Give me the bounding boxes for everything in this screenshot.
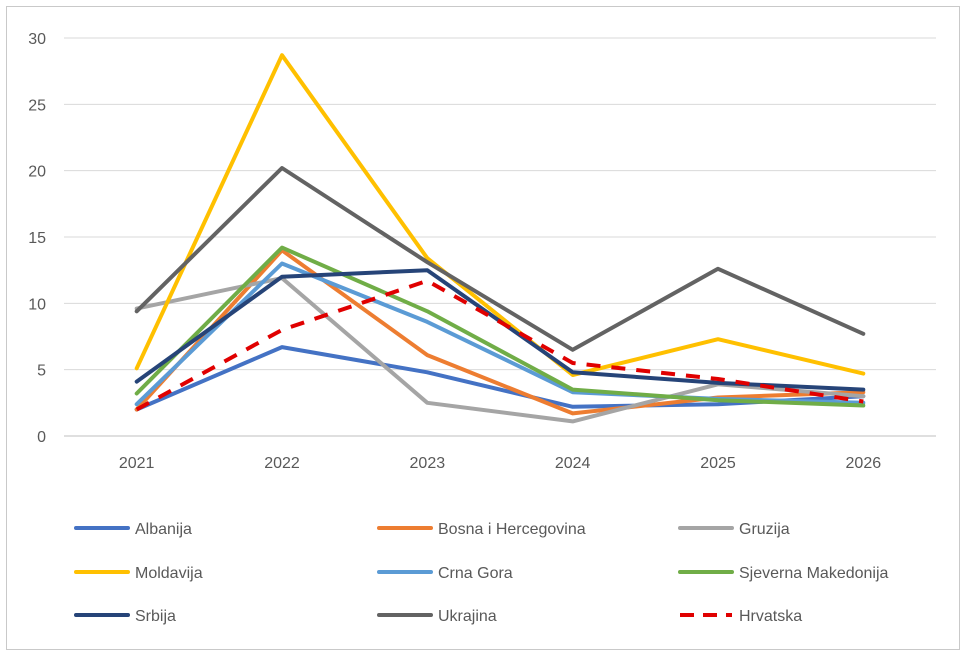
chart-frame <box>6 6 960 650</box>
legend-item: Bosna i Hercegovina <box>377 521 586 538</box>
legend-item: Gruzija <box>678 521 790 538</box>
legend-item: Crna Gora <box>377 565 513 582</box>
x-tick-label: 2023 <box>410 455 446 472</box>
legend-label: Sjeverna Makedonija <box>739 565 889 582</box>
x-tick-label: 2022 <box>264 455 300 472</box>
series-lines <box>134 53 866 424</box>
gridlines <box>64 37 936 437</box>
series-line-moldavija <box>134 53 866 377</box>
y-tick-label: 20 <box>28 164 46 181</box>
x-tick-label: 2026 <box>846 455 882 472</box>
legend-label: Hrvatska <box>739 608 802 625</box>
legend-label: Ukrajina <box>438 608 497 625</box>
legend: Albanija Bosna i Hercegovina Gruzija Moldav… <box>74 521 889 625</box>
legend-label: Bosna i Hercegovina <box>438 521 586 538</box>
series-line-gruzija <box>134 276 866 424</box>
legend-label: Albanija <box>135 521 192 538</box>
series-line-sjeverna-makedonija <box>134 245 866 408</box>
legend-item: Sjeverna Makedonija <box>678 565 889 582</box>
y-tick-label: 15 <box>28 230 46 247</box>
legend-label: Gruzija <box>739 521 790 538</box>
legend-item: Srbija <box>74 608 176 625</box>
y-tick-label: 10 <box>28 296 46 313</box>
x-tick-label: 2024 <box>555 455 591 472</box>
y-tick-label: 25 <box>28 97 46 114</box>
x-tick-label: 2025 <box>700 455 736 472</box>
y-axis-ticks: 0 5 10 15 20 25 30 <box>28 31 46 446</box>
x-axis-ticks: 2021 2022 2023 2024 2025 2026 <box>119 455 881 472</box>
series-line-hrvatska <box>135 278 864 412</box>
y-tick-label: 30 <box>28 31 46 48</box>
y-tick-label: 0 <box>37 429 46 446</box>
legend-label: Moldavija <box>135 565 203 582</box>
legend-label: Srbija <box>135 608 176 625</box>
legend-item: Ukrajina <box>377 608 497 625</box>
legend-label: Crna Gora <box>438 565 513 582</box>
series-line-ukrajina <box>134 166 866 352</box>
legend-item: Hrvatska <box>680 608 802 625</box>
series-line-bosna-i-hercegovina <box>134 248 866 416</box>
legend-item: Moldavija <box>74 565 203 582</box>
legend-item: Albanija <box>74 521 192 538</box>
x-tick-label: 2021 <box>119 455 155 472</box>
y-tick-label: 5 <box>37 363 46 380</box>
